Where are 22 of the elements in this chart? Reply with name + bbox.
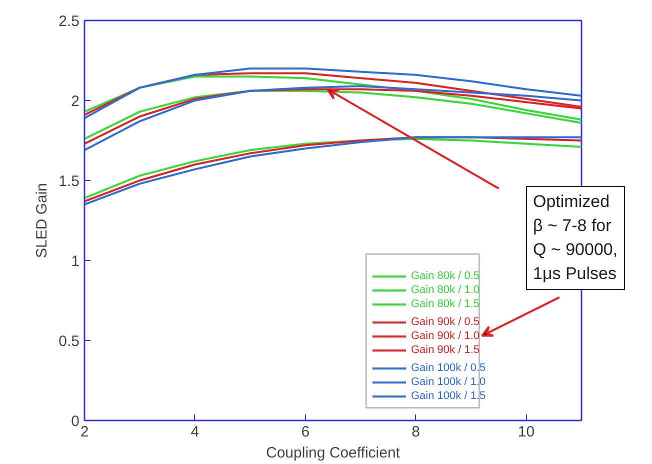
x-axis-title: Coupling Coefficient bbox=[266, 444, 401, 462]
y-tick-label: 0.5 bbox=[58, 333, 80, 350]
y-tick-label: 1 bbox=[71, 253, 80, 270]
legend-label: Gain 90k / 1.5 bbox=[411, 344, 480, 356]
annotation: Optimized β ~ 7-8 for Q ~ 90000, 1μs Pulses bbox=[526, 186, 625, 290]
x-tick-label: 4 bbox=[190, 424, 200, 440]
y-axis-title: SLED Gain bbox=[34, 182, 51, 258]
legend-label: Gain 80k / 1.5 bbox=[411, 298, 480, 310]
x-tick-label: 10 bbox=[518, 424, 535, 440]
y-tick-label: 2 bbox=[71, 93, 80, 110]
x-tick-label: 6 bbox=[301, 424, 310, 440]
legend-label: Gain 100k / 0.5 bbox=[411, 362, 486, 374]
legend-label: Gain 90k / 1.0 bbox=[411, 330, 480, 342]
legend-label: Gain 80k / 0.5 bbox=[411, 270, 480, 282]
legend-label: Gain 100k / 1.0 bbox=[411, 376, 486, 388]
y-tick-label: 1.5 bbox=[58, 173, 80, 190]
legend-label: Gain 80k / 1.0 bbox=[411, 284, 480, 296]
y-tick-label: 0 bbox=[71, 413, 80, 430]
y-tick-label: 2.5 bbox=[58, 13, 80, 30]
x-tick-label: 8 bbox=[412, 424, 420, 440]
legend-label: Gain 90k / 0.5 bbox=[411, 316, 480, 328]
legend-label: Gain 100k / 1.5 bbox=[411, 390, 486, 402]
